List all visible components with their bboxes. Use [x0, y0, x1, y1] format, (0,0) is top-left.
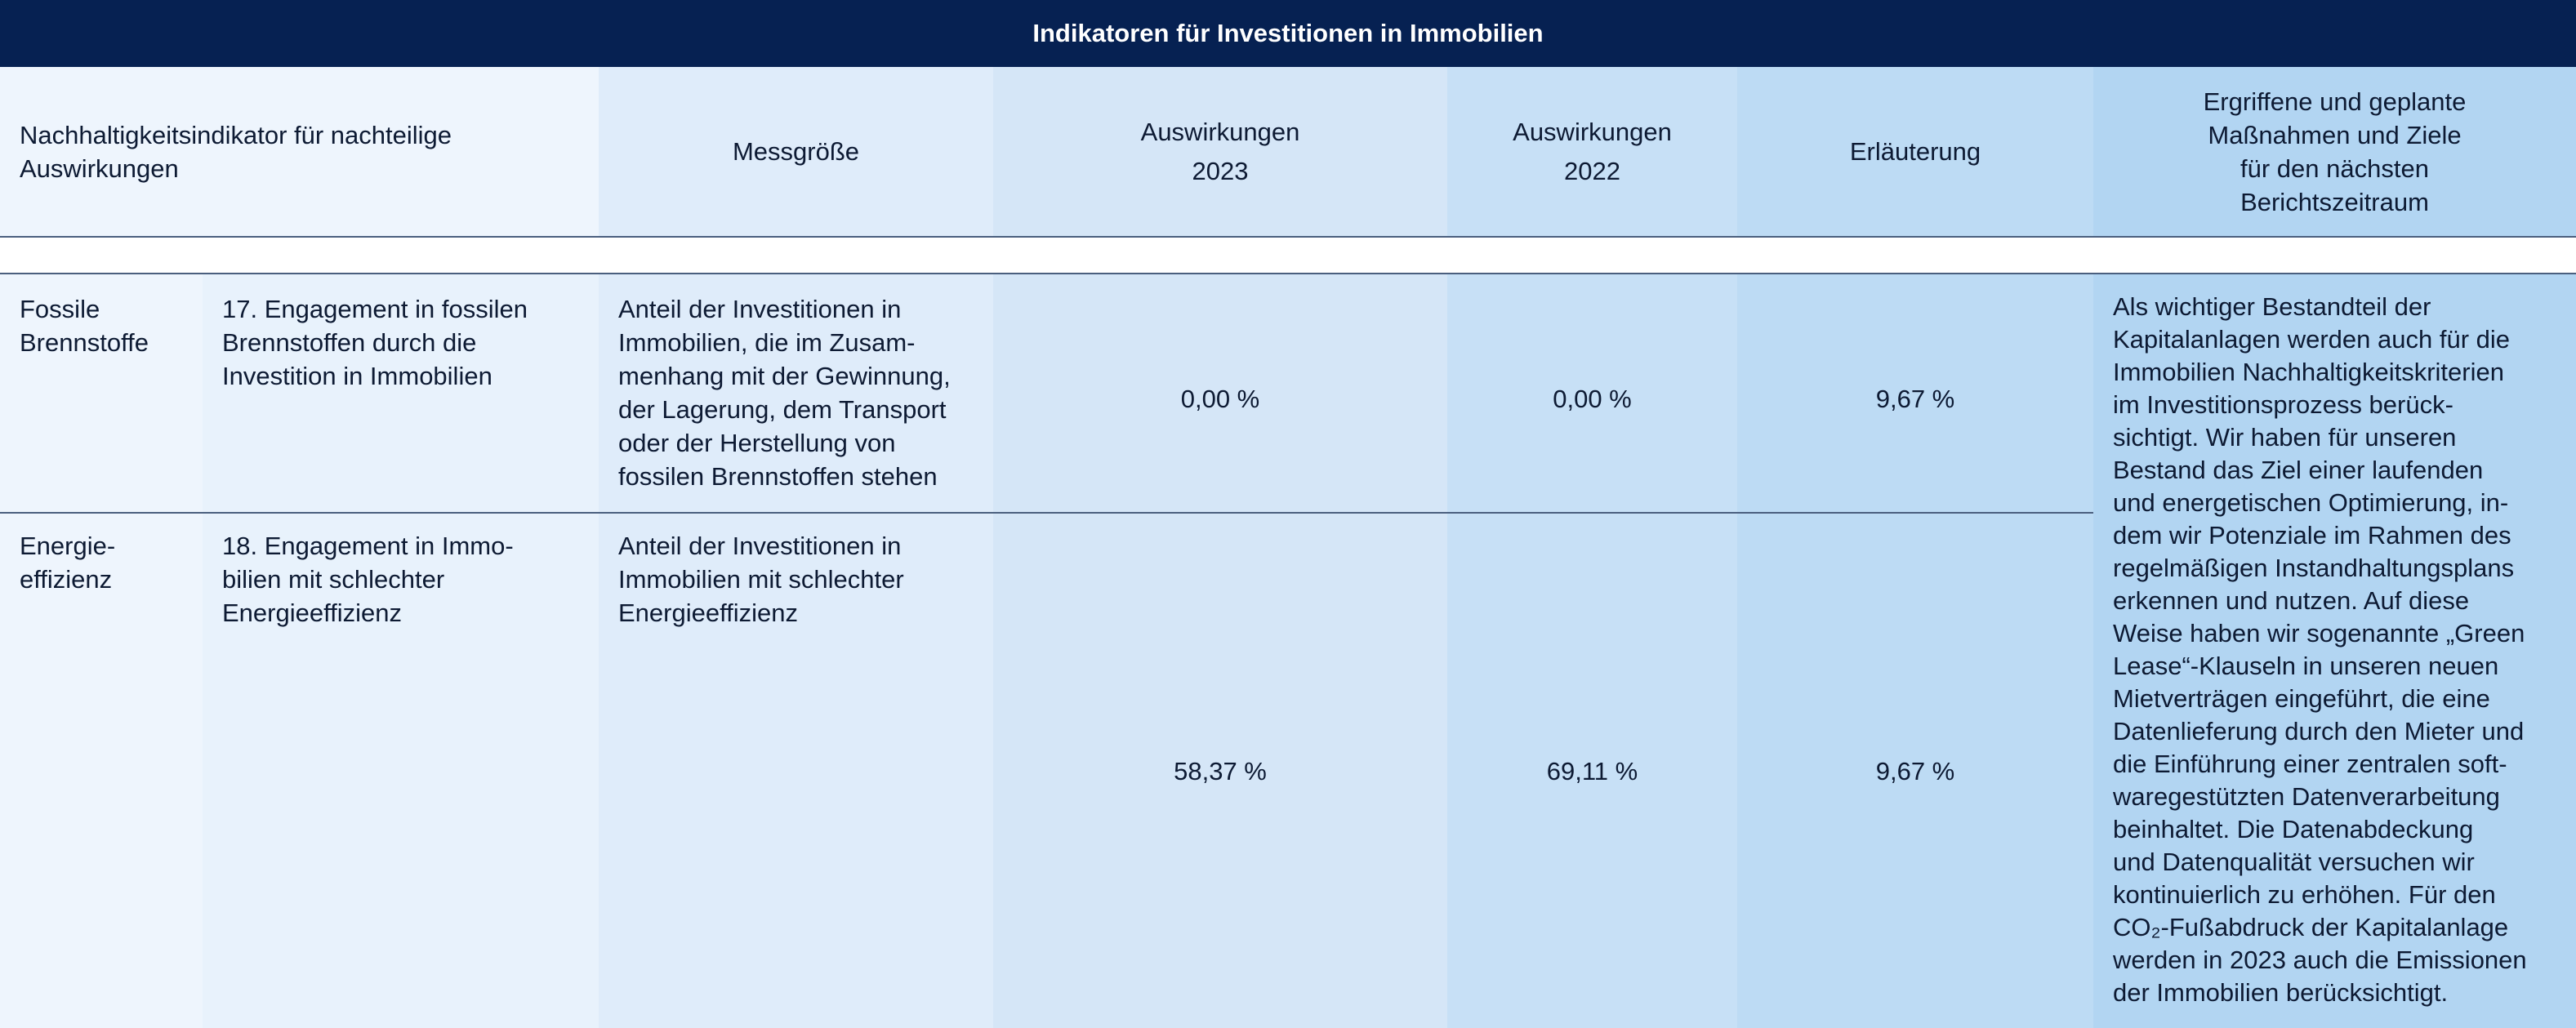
row1-indicator: 17. Engagement in fossilen Brennstoffen … — [222, 295, 528, 390]
actions-text: Als wichtiger Bestandteil der Kapitalanl… — [2113, 292, 2527, 1007]
header-bottom-rule — [0, 236, 2576, 238]
header-impact-2023-label: Auswirkungen 2023 — [1140, 117, 1300, 185]
row2-explanation: 9,67 % — [1875, 757, 1955, 785]
header-bg-col3 — [599, 67, 993, 236]
header-bg-col6 — [1737, 67, 2093, 236]
row2-impact-2023: 58,37 % — [1174, 757, 1267, 785]
body-bg-col1 — [0, 274, 203, 1028]
body-top-rule — [0, 273, 2576, 274]
header-indicator: Nachhaltigkeitsindikator für nachteilige… — [0, 67, 599, 236]
table-title: Indikatoren für Investitionen in Immobil… — [0, 0, 2576, 67]
row1-impact-2023: 0,00 % — [1180, 385, 1260, 413]
header-bg-col7 — [2093, 67, 2576, 236]
header-impact-2023: Auswirkungen 2023 — [993, 67, 1447, 236]
header-metric: Messgröße — [599, 67, 993, 236]
row2-impact-2022: 69,11 % — [1546, 757, 1638, 785]
body-bg-col5 — [1447, 274, 1737, 1028]
header-actions: Ergriffene und geplante Maßnahmen und Zi… — [2093, 67, 2576, 236]
header-bg-col2 — [203, 67, 599, 236]
header-bg-col5 — [1447, 67, 1737, 236]
body-bg-col4 — [993, 274, 1447, 1028]
row1-category: Fossile Brennstoffe — [20, 295, 149, 357]
header-metric-label: Messgröße — [732, 137, 860, 166]
body-bg-col7 — [2093, 274, 2576, 1028]
header-actions-label: Ergriffene und geplante Maßnahmen und Zi… — [2203, 87, 2467, 216]
body-bg-col3 — [599, 274, 993, 1028]
header-explanation: Erläuterung — [1737, 67, 2093, 236]
header-bg-col1 — [0, 67, 203, 236]
row2-category: Energie- effizienz — [20, 532, 116, 594]
header-bg-col4 — [993, 67, 1447, 236]
row1-impact-2022: 0,00 % — [1553, 385, 1632, 413]
header-impact-2022: Auswirkungen 2022 — [1447, 67, 1737, 236]
header-explanation-label: Erläuterung — [1849, 137, 1981, 166]
row1-metric: Anteil der Investitionen in Immobilien, … — [618, 295, 951, 491]
row-divider-rule — [0, 512, 2093, 514]
body-bg-col6 — [1737, 274, 2093, 1028]
row1-explanation: 9,67 % — [1875, 385, 1955, 413]
header-impact-2022-label: Auswirkungen 2022 — [1513, 117, 1672, 185]
body-bg-col2 — [203, 274, 599, 1028]
header-indicator-label: Nachhaltigkeitsindikator für nachteilige… — [20, 120, 452, 183]
row2-indicator: 18. Engagement in Immo- bilien mit schle… — [222, 532, 514, 627]
row2-metric: Anteil der Investitionen in Immobilien m… — [618, 532, 904, 627]
